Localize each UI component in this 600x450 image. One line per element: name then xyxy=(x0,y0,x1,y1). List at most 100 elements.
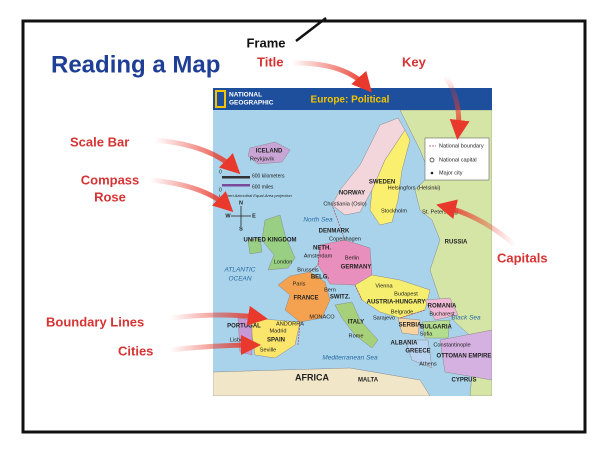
callout-label: Scale Bar xyxy=(70,134,129,149)
place-label: Berlin xyxy=(345,255,359,261)
callout-arrow xyxy=(149,177,234,213)
callout-arrow xyxy=(169,305,268,326)
place-label: Athens xyxy=(419,361,437,367)
place-label: Amsterdam xyxy=(304,253,333,259)
callout-label: Capitals xyxy=(497,250,548,265)
place-label: RUSSIA xyxy=(445,240,468,246)
compass-rose: N E S W xyxy=(225,200,256,232)
callout-label: Key xyxy=(402,54,427,69)
callout-arrow xyxy=(154,137,241,175)
sea-label: Black Sea xyxy=(451,315,481,322)
place-label: Seville xyxy=(260,347,276,353)
scale-bar-segment xyxy=(222,176,250,179)
publisher: NATIONAL xyxy=(229,92,262,99)
compass-label: S xyxy=(239,226,243,232)
place-label: Rome xyxy=(349,333,364,339)
place-label: ANDORRA xyxy=(276,321,304,327)
map: NATIONAL GEOGRAPHIC Europe: Political xyxy=(213,88,492,396)
key-entry: National boundary xyxy=(439,143,484,149)
sea-label: North Sea xyxy=(303,217,333,224)
austria-hungary xyxy=(354,274,431,319)
sweden xyxy=(369,129,411,226)
compass-label: N xyxy=(239,200,243,206)
map-title: Europe: Political xyxy=(311,95,390,106)
place-label: Copenhagen xyxy=(329,236,361,242)
place-label: Madrid xyxy=(269,328,286,334)
africa xyxy=(213,367,431,396)
ng-logo xyxy=(215,90,226,108)
callout-arrow xyxy=(291,60,372,93)
place-label: Vienna xyxy=(375,283,393,289)
place-label: Paris xyxy=(293,281,306,287)
serbia xyxy=(397,317,421,336)
frame-label: Frame xyxy=(246,35,285,50)
ireland xyxy=(247,237,263,255)
place-label: Brussels xyxy=(297,267,319,273)
place-label: CYPRUS xyxy=(451,378,476,384)
iceland xyxy=(247,141,291,165)
place-label: MONACO xyxy=(309,314,335,320)
scale-label: 0 xyxy=(219,169,222,175)
norway xyxy=(331,117,406,216)
france xyxy=(277,271,331,323)
place-label: Bern xyxy=(324,287,336,293)
place-label: ROMANIA xyxy=(428,304,457,310)
frame-pointer xyxy=(295,17,327,42)
place-label: GERMANY xyxy=(341,265,372,271)
place-label: MALTA xyxy=(358,378,379,384)
sea-label: ATLANTIC xyxy=(224,267,256,274)
place-label: Belgrade xyxy=(391,309,413,315)
place-label: OTTOMAN EMPIRE xyxy=(437,354,492,360)
callout-label: Cities xyxy=(118,343,153,358)
callout-label: Rose xyxy=(94,189,126,204)
key-symbol xyxy=(429,157,435,163)
italy xyxy=(334,301,379,349)
romania xyxy=(424,297,459,321)
place-label: NORWAY xyxy=(339,191,365,197)
place-label: FRANCE xyxy=(294,296,319,302)
ottoman-empire xyxy=(439,329,492,381)
place-label: Budapest xyxy=(394,291,418,297)
key-entry: National capital xyxy=(439,157,477,163)
compass-label: E xyxy=(252,213,256,219)
place-label: ICELAND xyxy=(256,149,283,155)
place-label: BELG. xyxy=(311,275,330,281)
key-symbol xyxy=(430,171,434,175)
place-label: Sarajevo xyxy=(373,315,395,321)
sea-label: OCEAN xyxy=(228,276,251,283)
place-label: UNITED KINGDOM xyxy=(244,238,297,244)
projection: Lambert Azimuthal Equal-Area projection xyxy=(219,193,293,198)
place-label: Constantinople xyxy=(433,342,470,348)
place-label: Helsingfors (Helsinki) xyxy=(388,185,441,191)
callout-arrow xyxy=(169,335,261,356)
greece xyxy=(404,339,433,369)
compass-label: W xyxy=(225,213,231,219)
place-label: SERBIA xyxy=(399,323,422,329)
place-label: SWITZ. xyxy=(330,295,351,301)
place-label: London xyxy=(274,259,293,265)
callout-label: Compass xyxy=(81,172,140,187)
map-header xyxy=(213,88,492,110)
frame xyxy=(21,19,587,434)
callout-label: Boundary Lines xyxy=(46,314,144,329)
place-label: BULGARIA xyxy=(420,325,452,331)
place-label: SWEDEN xyxy=(369,180,395,186)
scale-label: 0 xyxy=(219,187,222,193)
place-label: Sofia xyxy=(420,331,434,337)
callout-label: Title xyxy=(257,54,284,69)
place-label: DENMARK xyxy=(319,229,350,235)
place-label: GREECE xyxy=(405,349,430,355)
callouts: Title Key Scale Bar Compass Rose Capital… xyxy=(46,54,548,358)
place-label: ITALY xyxy=(348,320,364,326)
place-label: AFRICA xyxy=(295,372,329,382)
place-label: Stockholm xyxy=(381,208,407,214)
place-label: Christiania (Oslo) xyxy=(323,201,366,207)
place-label: SPAIN xyxy=(267,338,285,344)
callout-arrow xyxy=(442,74,470,140)
place-label: AUSTRIA-HUNGARY xyxy=(367,300,426,306)
key-entry: Major city xyxy=(439,170,463,176)
bulgaria xyxy=(421,319,451,339)
land xyxy=(213,110,492,396)
